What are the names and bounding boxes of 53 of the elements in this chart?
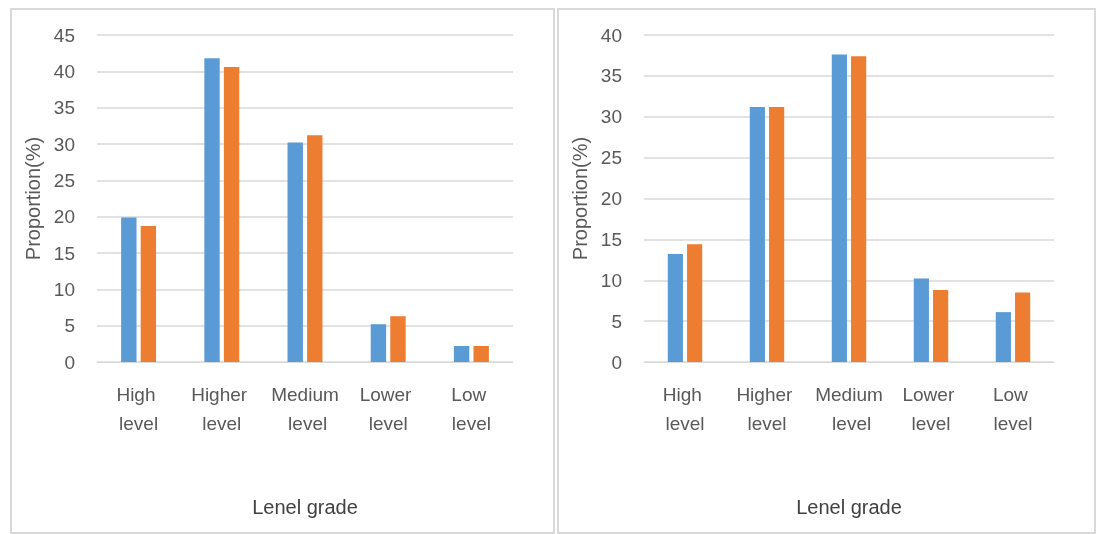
bar xyxy=(473,346,489,362)
y-tick-label: 40 xyxy=(600,24,622,46)
x-tick-label: Medium level xyxy=(271,384,339,434)
y-tick-label: 30 xyxy=(53,133,75,155)
bar xyxy=(223,66,240,362)
y-tick-label: 35 xyxy=(600,65,622,87)
y-tick-label: 0 xyxy=(64,351,75,373)
bar xyxy=(749,106,765,362)
bar xyxy=(667,254,683,362)
x-axis-title: Lenel grade xyxy=(796,496,902,518)
bar xyxy=(1015,292,1031,362)
bar xyxy=(140,226,157,362)
y-tick-label: 35 xyxy=(53,97,75,119)
y-tick-label: 25 xyxy=(600,147,622,169)
y-tick-label: 15 xyxy=(600,228,622,250)
bar xyxy=(204,58,220,362)
y-tick-label: 5 xyxy=(64,315,75,337)
bar xyxy=(687,244,703,362)
bar xyxy=(851,56,867,362)
y-tick-label: 40 xyxy=(53,60,75,82)
y-tick-label: 10 xyxy=(600,269,622,291)
y-tick-label: 0 xyxy=(611,351,622,373)
bar xyxy=(307,135,323,362)
y-axis-title: Proportion(%) xyxy=(21,136,44,261)
bar xyxy=(121,217,137,362)
bar xyxy=(453,346,470,362)
bar xyxy=(370,324,387,362)
x-tick-label: Higher level xyxy=(191,384,253,434)
x-tick-label: Low level xyxy=(451,384,492,434)
y-tick-label: 20 xyxy=(600,188,622,209)
bar xyxy=(287,142,303,362)
x-tick-label: Higher level xyxy=(736,384,798,434)
y-axis-title: Proportion(%) xyxy=(568,136,591,261)
x-tick-label: High level xyxy=(662,384,708,434)
bar xyxy=(831,54,847,362)
bar xyxy=(390,316,406,362)
x-tick-label: Lower level xyxy=(902,384,960,434)
y-tick-label: 10 xyxy=(53,278,75,300)
y-tick-label: 45 xyxy=(53,24,75,46)
y-tick-label: 15 xyxy=(53,242,75,264)
y-tick-label: 5 xyxy=(611,310,622,332)
bar xyxy=(913,278,929,362)
y-tick-label: 20 xyxy=(53,206,75,228)
bar xyxy=(769,106,785,362)
x-tick-label: Low level xyxy=(992,384,1034,434)
x-tick-label: High level xyxy=(116,384,161,434)
x-tick-label: Lower level xyxy=(359,384,417,434)
bar xyxy=(995,312,1011,362)
x-tick-label: Medium level xyxy=(815,384,883,434)
bar xyxy=(933,290,949,362)
y-tick-label: 25 xyxy=(53,169,75,191)
x-axis-title: Lenel grade xyxy=(252,496,358,518)
y-tick-label: 30 xyxy=(600,106,622,128)
